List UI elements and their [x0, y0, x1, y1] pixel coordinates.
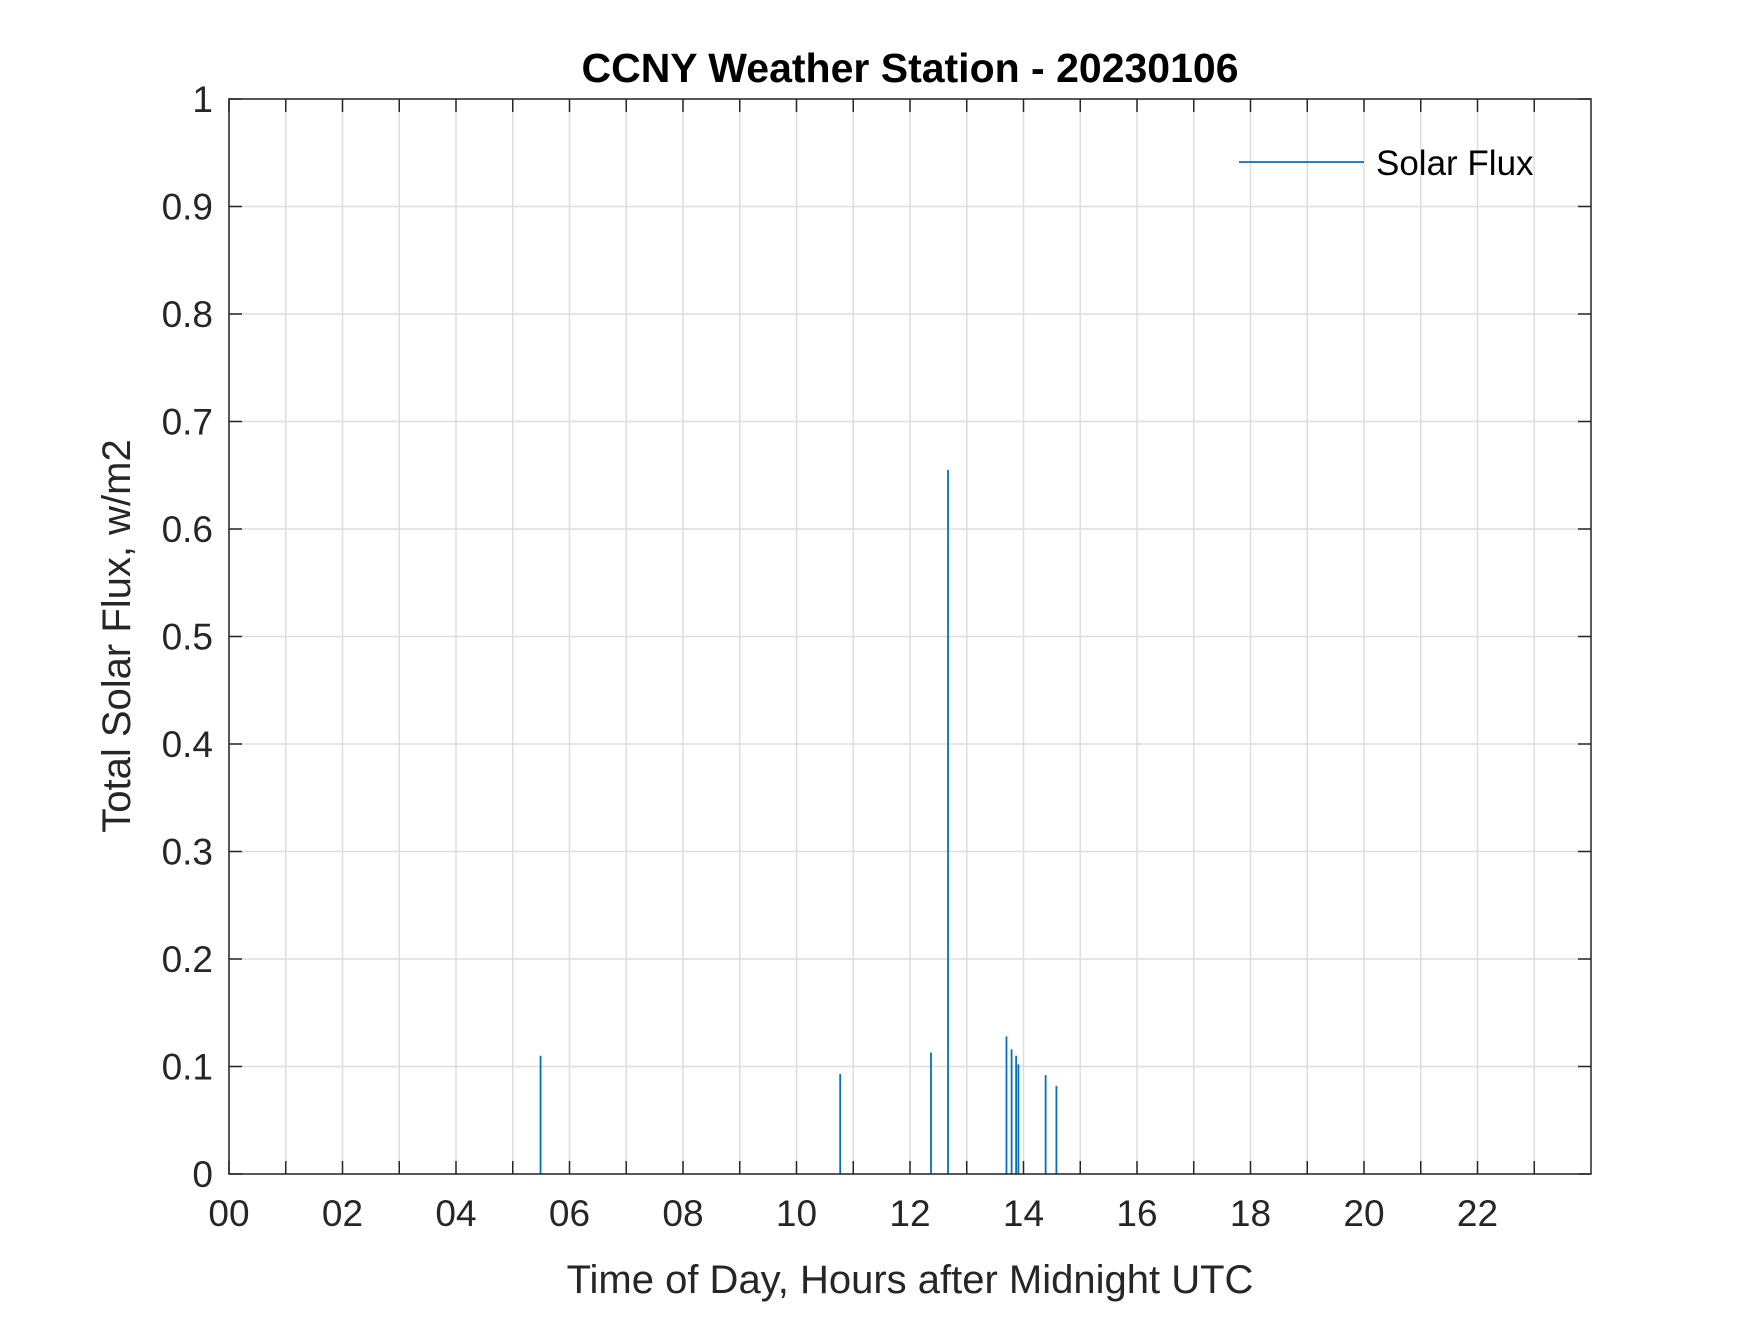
y-tick-label: 0.9: [162, 187, 213, 228]
legend: Solar Flux: [1239, 144, 1534, 183]
y-tick-label: 0.6: [162, 509, 213, 550]
y-tick-label: 0.3: [162, 832, 213, 873]
y-tick-label: 0.5: [162, 617, 213, 658]
y-tick-label: 0.1: [162, 1047, 213, 1088]
x-tick-label: 00: [208, 1193, 249, 1234]
x-tick-label: 14: [1003, 1193, 1044, 1234]
y-tick-label: 0: [192, 1154, 213, 1195]
series: [539, 469, 1058, 1174]
y-axis-label: Total Solar Flux, w/m2: [95, 439, 139, 832]
legend-label: Solar Flux: [1376, 144, 1534, 183]
chart-title: CCNY Weather Station - 20230106: [581, 45, 1238, 91]
x-tick-label: 18: [1230, 1193, 1271, 1234]
x-tick-label: 02: [322, 1193, 363, 1234]
y-tick-label: 0.2: [162, 939, 213, 980]
y-tick-label: 0.4: [162, 724, 213, 765]
x-axis-label: Time of Day, Hours after Midnight UTC: [567, 1258, 1254, 1302]
y-tick-label: 0.7: [162, 402, 213, 443]
x-tick-label: 16: [1116, 1193, 1157, 1234]
x-tick-label: 20: [1343, 1193, 1384, 1234]
y-tick-label: 1: [192, 79, 213, 120]
y-tick-label: 0.8: [162, 294, 213, 335]
x-tick-label: 22: [1457, 1193, 1498, 1234]
x-tick-label: 06: [549, 1193, 590, 1234]
x-tick-label: 04: [435, 1193, 476, 1234]
tick-labels: 00 02 04 06 08 10 12 14 16 18 20 22 0 0.1 0.2 0.3 0.4 0.5…: [162, 79, 1499, 1234]
x-tick-label: 12: [889, 1193, 930, 1234]
axes-box: [228, 98, 1592, 1175]
x-tick-label: 08: [662, 1193, 703, 1234]
grid: [228, 98, 1591, 1175]
x-tick-label: 10: [776, 1193, 817, 1234]
